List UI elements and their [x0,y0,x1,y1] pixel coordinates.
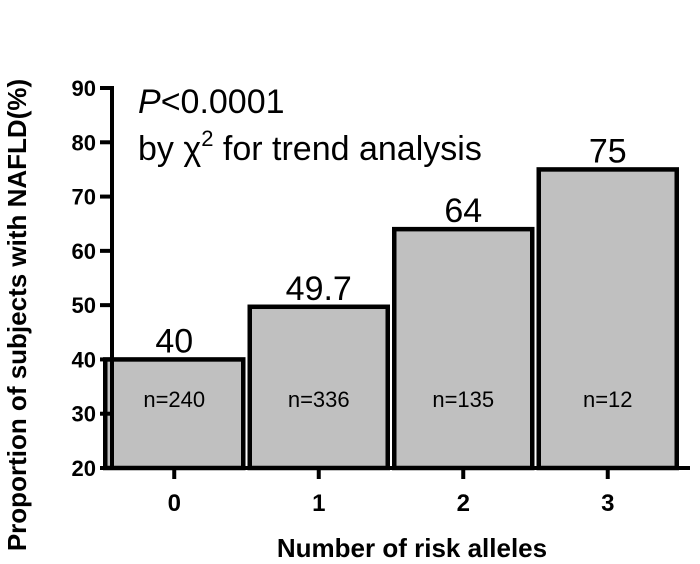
y-tick-label: 20 [72,456,96,481]
x-tick-label: 1 [312,490,325,517]
x-axis-title: Number of risk alleles [277,533,547,563]
x-tick-label: 3 [601,490,614,517]
y-tick-label: 50 [72,293,96,318]
sample-size-label-3: n=12 [583,387,633,412]
y-tick-label: 60 [72,239,96,264]
y-axis: 20 30 40 50 60 70 80 90 [72,76,114,481]
value-label-2: 64 [444,192,482,230]
y-axis-title: Proportion of subjects with NAFLD(%) [2,79,32,551]
chi-square-line: by χ2 for trend analysis [138,126,482,168]
y-tick-label: 30 [72,402,96,427]
bar-1 [247,304,390,471]
sample-size-label-0: n=240 [143,387,205,412]
sample-size-label-2: n=135 [432,387,494,412]
trend-annotation: P<0.0001 by χ2 for trend analysis [138,83,482,168]
value-label-1: 49.7 [286,270,352,308]
y-tick-label: 90 [72,76,96,101]
value-label-3: 75 [589,132,627,170]
bar-2 [392,226,535,471]
x-tick-label: 2 [457,490,470,517]
value-label-0: 40 [155,322,193,360]
y-tick-label: 40 [72,347,96,372]
bar-0 [103,357,246,471]
p-value-line: P<0.0001 [138,83,285,121]
x-tick-label: 0 [168,490,181,517]
bar-3 [536,167,679,471]
bars-group: 40 n=240 49.7 n=336 64 n=135 75 n=12 [103,132,679,471]
x-axis: 0 1 2 3 [110,466,690,517]
sample-size-label-1: n=336 [288,387,350,412]
y-tick-label: 70 [72,185,96,210]
y-tick-label: 80 [72,130,96,155]
